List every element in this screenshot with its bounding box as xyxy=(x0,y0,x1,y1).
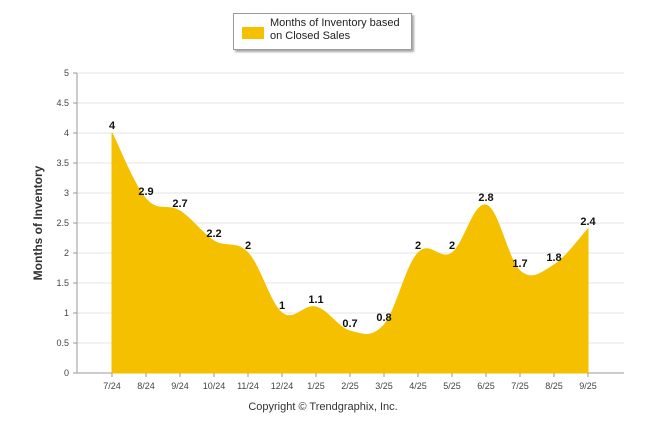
data-label: 2 xyxy=(245,240,251,252)
data-label: 1.8 xyxy=(546,252,561,264)
x-tick-label: 7/25 xyxy=(511,381,529,391)
x-tick-label: 1/25 xyxy=(307,381,325,391)
y-tick-label: 1 xyxy=(64,308,69,318)
y-tick-label: 5 xyxy=(64,68,69,78)
legend-swatch xyxy=(242,27,264,39)
data-label: 0.8 xyxy=(376,312,391,324)
data-label: 2.2 xyxy=(206,228,221,240)
y-tick-label: 2 xyxy=(64,248,69,258)
x-tick-label: 4/25 xyxy=(409,381,427,391)
data-label: 2.4 xyxy=(580,216,596,228)
y-axis-title: Months of Inventory xyxy=(31,165,45,280)
x-tick-label: 7/24 xyxy=(103,381,121,391)
data-label: 1 xyxy=(279,300,285,312)
data-label: 2.9 xyxy=(138,186,153,198)
y-tick-label: 1.5 xyxy=(56,278,69,288)
x-tick-label: 6/25 xyxy=(477,381,495,391)
x-tick-label: 9/24 xyxy=(171,381,189,391)
y-tick-label: 4 xyxy=(64,128,69,138)
x-tick-label: 2/25 xyxy=(341,381,359,391)
copyright-footer: Copyright © Trendgraphix, Inc. xyxy=(0,401,646,413)
x-tick-label: 11/24 xyxy=(237,381,259,391)
data-label: 2 xyxy=(449,240,455,252)
x-tick-label: 8/24 xyxy=(137,381,155,391)
data-label: 4 xyxy=(109,120,116,132)
x-tick-label: 5/25 xyxy=(443,381,461,391)
data-label: 2.8 xyxy=(478,192,493,204)
x-tick-label: 3/25 xyxy=(375,381,393,391)
y-tick-label: 3 xyxy=(64,188,69,198)
data-label: 1.7 xyxy=(512,258,527,270)
legend: Months of Inventory based on Closed Sale… xyxy=(233,13,412,50)
data-label: 0.7 xyxy=(342,318,357,330)
y-tick-label: 0.5 xyxy=(56,338,69,348)
y-tick-label: 4.5 xyxy=(56,98,69,108)
x-tick-label: 8/25 xyxy=(545,381,563,391)
y-tick-label: 2.5 xyxy=(56,218,69,228)
data-label: 1.1 xyxy=(308,294,323,306)
y-tick-label: 3.5 xyxy=(56,158,69,168)
x-tick-label: 12/24 xyxy=(271,381,294,391)
data-label: 2 xyxy=(415,240,421,252)
y-tick-label: 0 xyxy=(64,368,69,378)
x-tick-label: 10/24 xyxy=(203,381,226,391)
x-tick-label: 9/25 xyxy=(579,381,597,391)
legend-label: Months of Inventory based on Closed Sale… xyxy=(270,17,408,43)
data-label: 2.7 xyxy=(172,198,187,210)
